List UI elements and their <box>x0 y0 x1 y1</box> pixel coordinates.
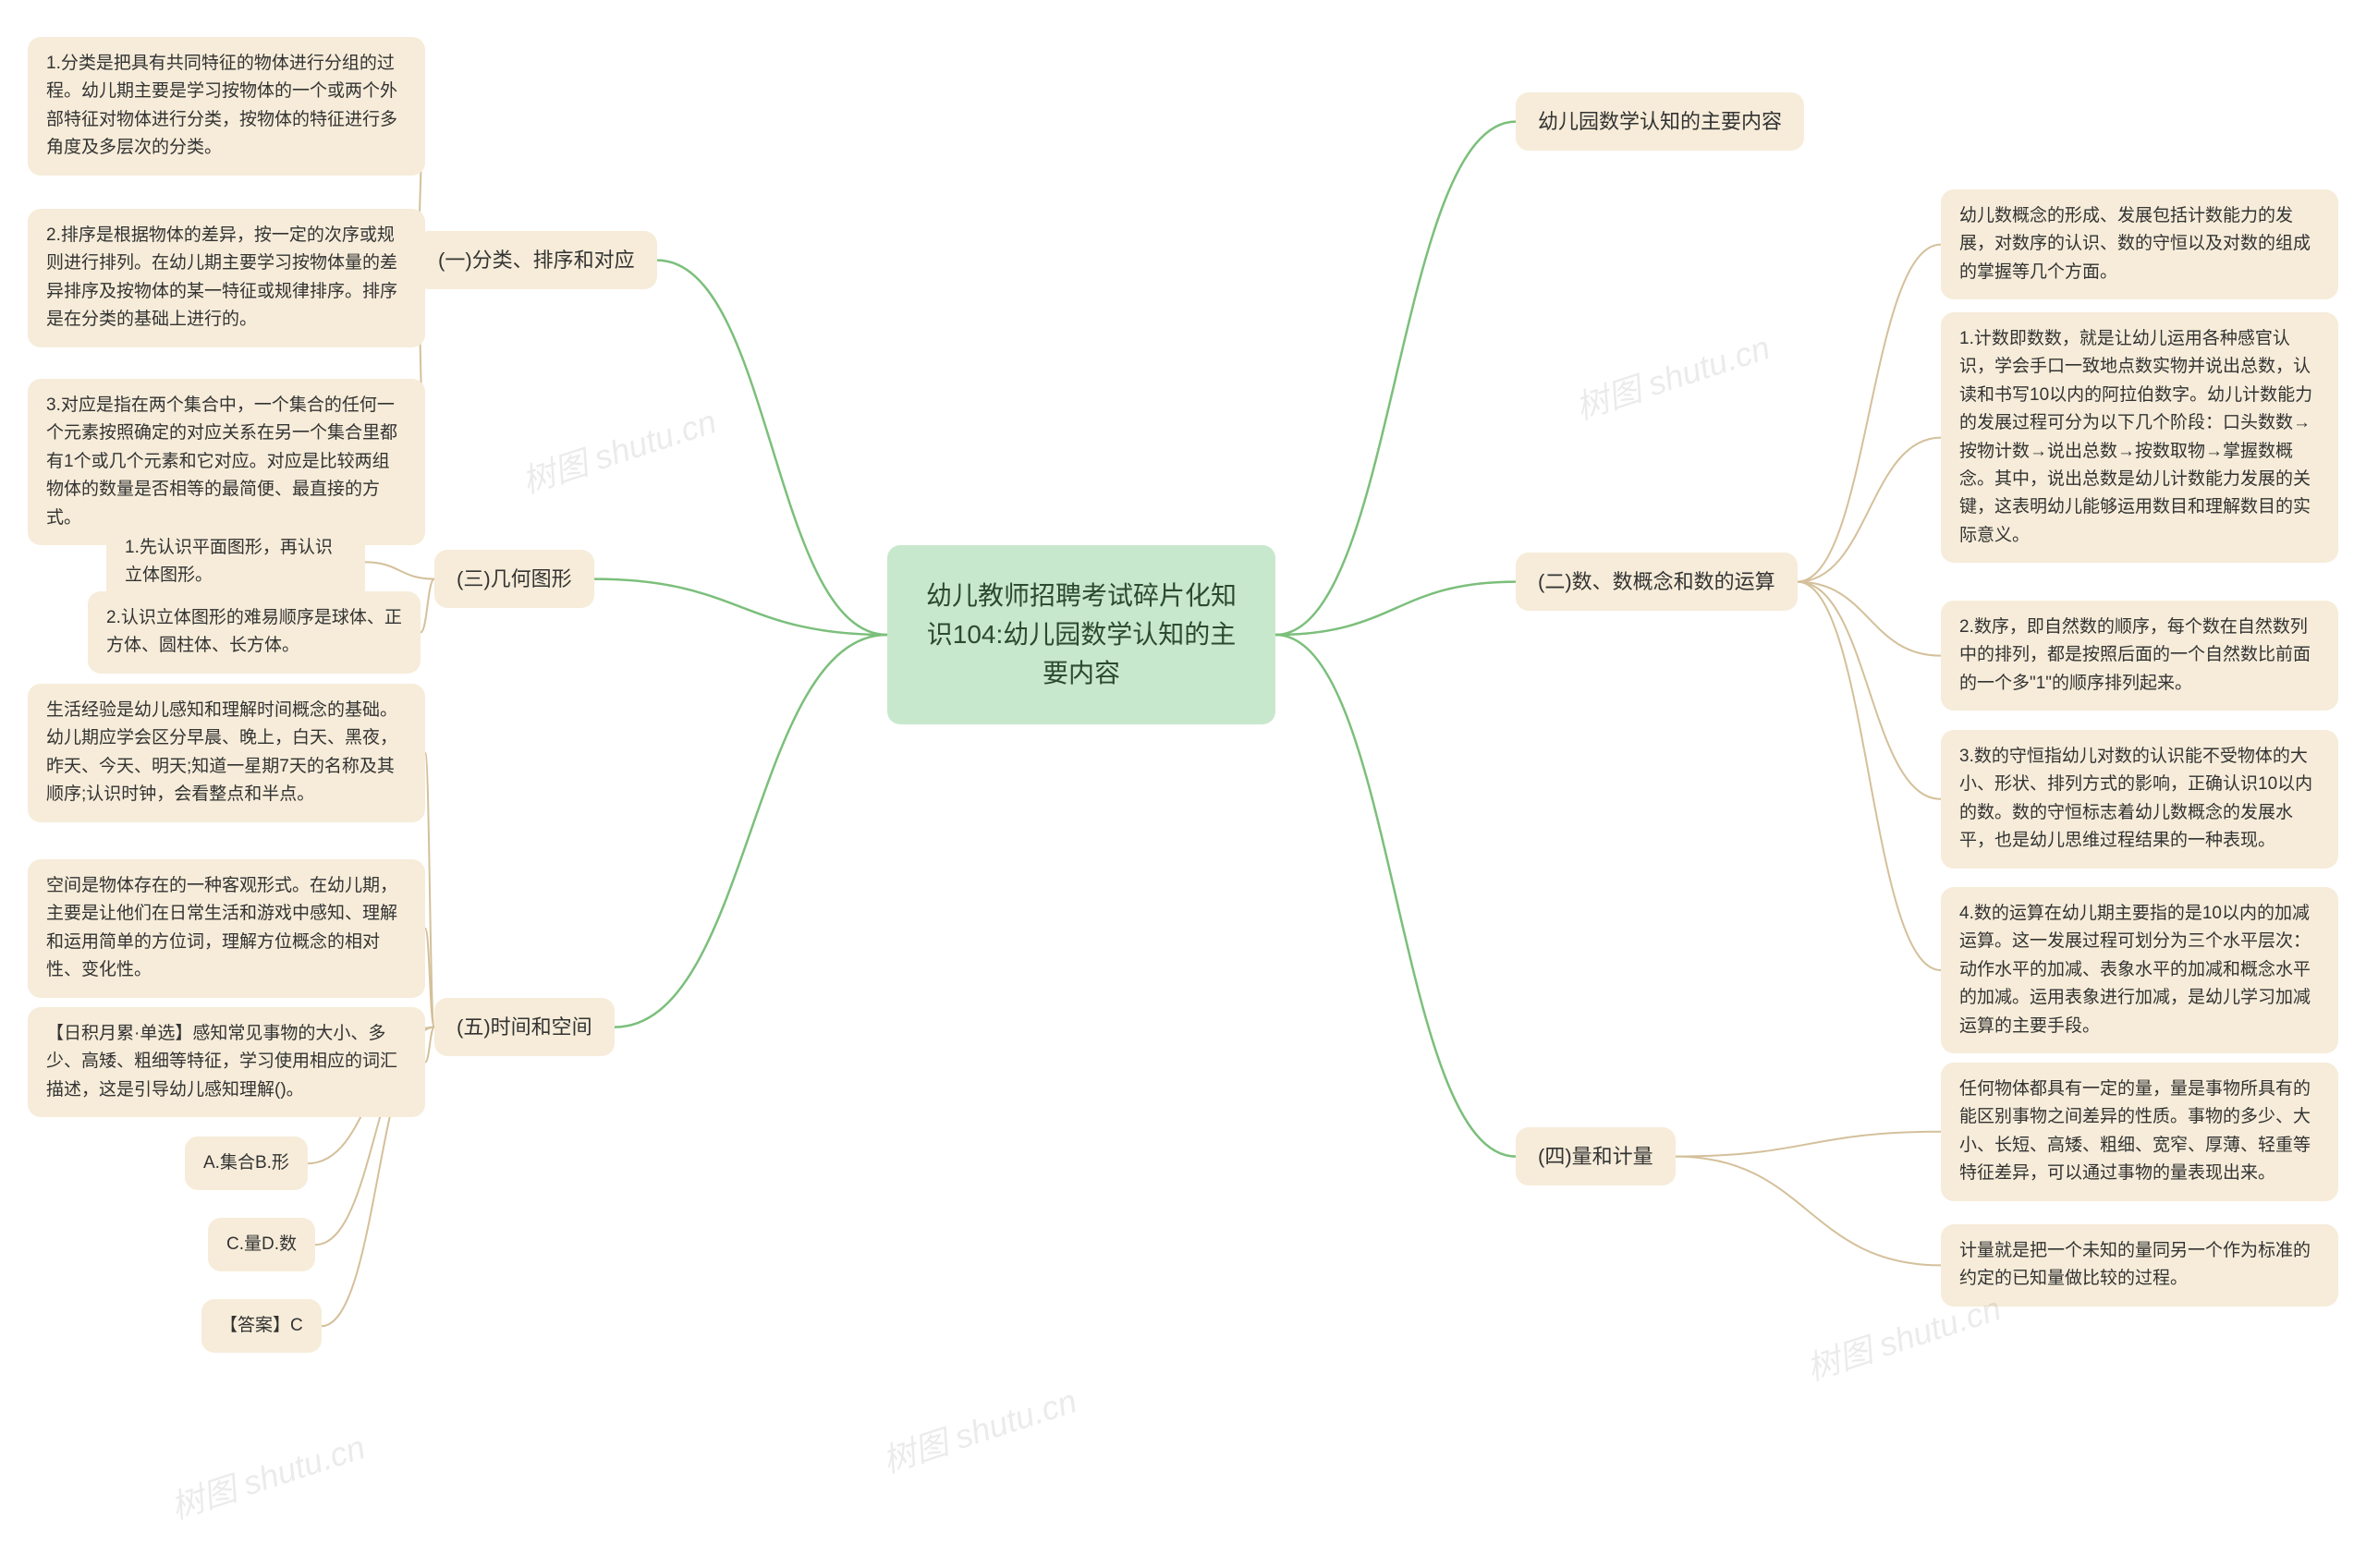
watermark: 树图 shutu.cn <box>875 1375 1081 1483</box>
branch-4: (四)量和计量 <box>1516 1127 1676 1185</box>
edge <box>1275 635 1516 1157</box>
leaf-5-1: 生活经验是幼儿感知和理解时间概念的基础。幼儿期应学会区分早晨、晚上，白天、黑夜，… <box>28 684 425 822</box>
branch-summary: 幼儿园数学认知的主要内容 <box>1516 92 1804 151</box>
leaf-1-3: 3.对应是指在两个集合中，一个集合的任何一个元素按照确定的对应关系在另一个集合里… <box>28 379 425 545</box>
leaf-5-5: C.量D.数 <box>208 1218 315 1271</box>
branch-5: (五)时间和空间 <box>434 998 615 1056</box>
leaf-1-2: 2.排序是根据物体的差异，按一定的次序或规则进行排列。在幼儿期主要学习按物体量的… <box>28 209 425 347</box>
edge <box>1798 582 1941 799</box>
edge <box>1275 122 1516 635</box>
leaf-2-0: 幼儿数概念的形成、发展包括计数能力的发展，对数序的认识、数的守恒以及对数的组成的… <box>1941 189 2338 299</box>
leaf-2-2: 2.数序，即自然数的顺序，每个数在自然数列中的排列，都是按照后面的一个自然数比前… <box>1941 601 2338 711</box>
edge <box>425 1027 434 1063</box>
leaf-2-4: 4.数的运算在幼儿期主要指的是10以内的加减运算。这一发展过程可划分为三个水平层… <box>1941 887 2338 1053</box>
branch-1: (一)分类、排序和对应 <box>416 231 657 289</box>
edge <box>1275 582 1516 635</box>
branch-2: (二)数、数概念和数的运算 <box>1516 553 1798 611</box>
edge <box>1798 582 1941 656</box>
leaf-3-2: 2.认识立体图形的难易顺序是球体、正方体、圆柱体、长方体。 <box>88 591 421 674</box>
edge <box>1798 245 1941 582</box>
watermark: 树图 shutu.cn <box>164 1421 370 1529</box>
edge <box>657 261 887 635</box>
edge <box>1798 438 1941 582</box>
center-node: 幼儿教师招聘考试碎片化知识104:幼儿园数学认知的主要内容 <box>887 545 1275 724</box>
edge <box>421 579 434 633</box>
leaf-1-1: 1.分类是把具有共同特征的物体进行分组的过程。幼儿期主要是学习按物体的一个或两个… <box>28 37 425 176</box>
leaf-5-2: 空间是物体存在的一种客观形式。在幼儿期，主要是让他们在日常生活和游戏中感知、理解… <box>28 859 425 998</box>
leaf-4-1: 任何物体都具有一定的量，量是事物所具有的能区别事物之间差异的性质。事物的多少、大… <box>1941 1063 2338 1201</box>
leaf-5-4: A.集合B.形 <box>185 1136 308 1190</box>
edge <box>1676 1157 1941 1266</box>
leaf-2-1: 1.计数即数数，就是让幼儿运用各种感官认识，学会手口一致地点数实物并说出总数，认… <box>1941 312 2338 563</box>
edge <box>425 929 434 1027</box>
edge <box>615 635 887 1027</box>
edge <box>1798 582 1941 970</box>
edge <box>425 753 434 1027</box>
watermark: 树图 shutu.cn <box>515 395 721 504</box>
watermark: 树图 shutu.cn <box>1568 322 1774 430</box>
branch-3: (三)几何图形 <box>434 550 594 608</box>
leaf-2-3: 3.数的守恒指幼儿对数的认识能不受物体的大小、形状、排列方式的影响，正确认识10… <box>1941 730 2338 869</box>
leaf-5-3: 【日积月累·单选】感知常见事物的大小、多少、高矮、粗细等特征，学习使用相应的词汇… <box>28 1007 425 1117</box>
leaf-5-6: 【答案】C <box>201 1299 322 1353</box>
edge <box>365 562 434 578</box>
edge <box>1676 1132 1941 1157</box>
edge <box>594 579 887 635</box>
leaf-4-2: 计量就是把一个未知的量同另一个作为标准的约定的已知量做比较的过程。 <box>1941 1224 2338 1307</box>
